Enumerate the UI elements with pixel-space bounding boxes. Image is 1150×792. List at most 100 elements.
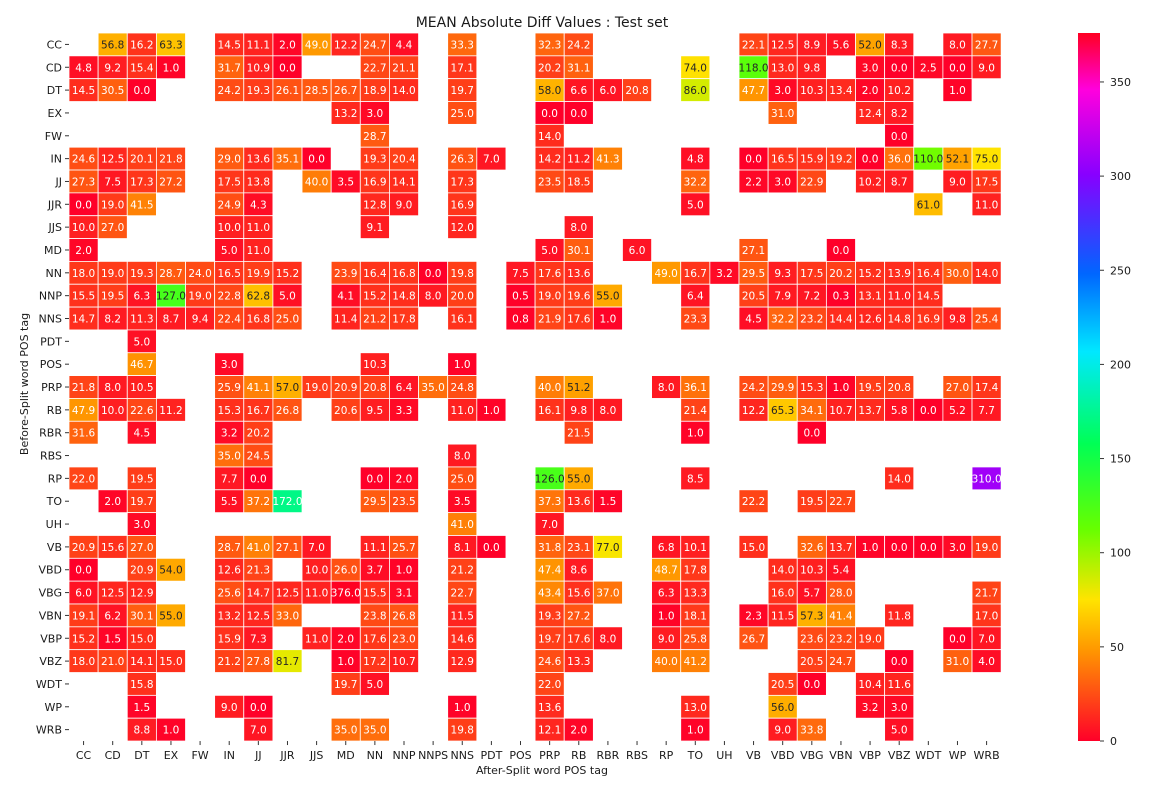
cell-value-label: 19.3 — [130, 268, 153, 280]
cell-value-label: 16.8 — [247, 314, 270, 326]
heatmap-cell — [389, 398, 419, 422]
x-axis-label: After-Split word POS tag — [476, 764, 608, 777]
cell-value-label: 33.8 — [800, 725, 823, 737]
cell-value-label: 15.2 — [276, 268, 299, 280]
cell-value-label: 9.5 — [367, 405, 384, 417]
cell-value-label: 62.8 — [247, 291, 270, 303]
cell-value-label: 13.6 — [538, 702, 562, 714]
cell-value-label: 1.5 — [104, 633, 121, 645]
cell-value-label: 55.0 — [596, 291, 619, 303]
colorbar-tick-label: 200 — [1110, 358, 1131, 371]
cell-value-label: 9.4 — [192, 314, 209, 326]
cell-value-label: 0.0 — [75, 565, 92, 577]
cell-value-label: 19.9 — [247, 268, 270, 280]
cell-value-label: 41.0 — [451, 519, 474, 531]
x-tick-label: IN — [223, 749, 234, 762]
y-tick-label: RBR — [39, 427, 62, 440]
cell-value-label: 19.0 — [975, 542, 998, 554]
cell-value-label: 15.4 — [130, 62, 154, 74]
cell-value-label: 40.0 — [305, 176, 328, 188]
x-tick-label: JJ — [254, 749, 262, 762]
cell-value-label: 22.7 — [829, 496, 852, 508]
cell-value-label: 13.6 — [247, 154, 271, 166]
colorbar-tick-label: 50 — [1110, 641, 1124, 654]
cell-value-label: 376.0 — [331, 588, 361, 600]
cell-value-label: 11.6 — [888, 679, 912, 691]
cell-value-label: 15.0 — [159, 656, 182, 668]
y-tick-label: RBS — [40, 450, 62, 463]
cell-value-label: 57.3 — [800, 610, 823, 622]
y-tick-label: NNS — [39, 313, 62, 326]
cell-value-label: 13.2 — [218, 610, 241, 622]
cell-value-label: 7.0 — [483, 154, 500, 166]
cell-value-label: 14.7 — [72, 314, 95, 326]
x-tick-label: PDT — [480, 749, 502, 762]
heatmap-cell — [447, 215, 478, 239]
cell-value-label: 9.0 — [658, 633, 675, 645]
cell-value-label: 12.5 — [101, 154, 124, 166]
cell-value-label: 27.2 — [567, 610, 590, 622]
heatmap-cell — [592, 398, 623, 422]
cell-value-label: 8.6 — [570, 565, 587, 577]
cell-value-label: 26.0 — [334, 565, 357, 577]
heatmap-cell — [592, 535, 623, 559]
cell-value-label: 49.0 — [305, 39, 328, 51]
y-tick-label: IN — [51, 153, 62, 166]
heatmap-cell — [126, 192, 157, 217]
cell-value-label: 16.1 — [538, 405, 561, 417]
cell-value-label: 14.1 — [392, 176, 415, 188]
cell-value-label: 7.7 — [221, 473, 238, 485]
cell-value-label: 0.0 — [570, 108, 587, 120]
heatmap-cell — [971, 466, 1002, 491]
cell-value-label: 0.0 — [891, 542, 908, 554]
cell-value-label: 24.2 — [567, 39, 590, 51]
cell-value-label: 15.0 — [742, 542, 765, 554]
cell-value-label: 19.0 — [188, 291, 211, 303]
cell-value-label: 15.6 — [101, 542, 125, 554]
x-tick-label: WP — [949, 749, 967, 762]
heatmap-cell — [447, 306, 478, 331]
cell-value-label: 21.8 — [72, 382, 95, 394]
cell-value-label: 18.5 — [567, 176, 590, 188]
cell-value-label: 19.3 — [363, 154, 386, 166]
x-tick-label: NNPS — [418, 749, 448, 762]
cell-value-label: 15.3 — [218, 405, 241, 417]
x-tick-label: TO — [687, 749, 704, 762]
cell-value-label: 8.0 — [658, 382, 675, 394]
cell-value-label: 47.9 — [72, 405, 95, 417]
colorbar — [1078, 33, 1100, 741]
colorbar-tick-label: 100 — [1110, 547, 1131, 560]
colorbar-tick-label: 350 — [1110, 76, 1131, 89]
cell-value-label: 3.0 — [949, 542, 966, 554]
cell-value-label: 28.0 — [829, 588, 852, 600]
cell-value-label: 9.8 — [949, 314, 966, 326]
cell-value-label: 17.5 — [800, 268, 823, 280]
y-tick-label: CC — [47, 38, 63, 51]
x-tick-label: NN — [367, 749, 383, 762]
cell-value-label: 5.0 — [891, 725, 908, 737]
cell-value-label: 28.7 — [159, 268, 182, 280]
cell-value-label: 21.4 — [684, 405, 708, 417]
cell-value-label: 23.5 — [392, 496, 415, 508]
cell-value-label: 27.3 — [72, 176, 95, 188]
cell-value-label: 24.7 — [363, 39, 386, 51]
cell-value-label: 0.0 — [949, 62, 966, 74]
cell-value-label: 31.0 — [946, 656, 969, 668]
x-tick-label: CD — [105, 749, 121, 762]
cell-value-label: 19.6 — [567, 291, 591, 303]
cell-value-label: 13.1 — [858, 291, 881, 303]
cell-value-label: 20.5 — [742, 291, 765, 303]
cell-value-label: 4.5 — [133, 428, 150, 440]
cell-value-label: 75.0 — [975, 154, 998, 166]
heatmap-cell — [272, 398, 303, 422]
y-tick-label: VBN — [39, 609, 62, 622]
cell-value-label: 37.0 — [596, 588, 619, 600]
y-tick-label: WDT — [36, 678, 62, 691]
y-tick-label: TO — [46, 495, 63, 508]
cell-value-label: 12.4 — [858, 108, 882, 120]
cell-value-label: 18.0 — [72, 656, 95, 668]
cell-value-label: 16.7 — [684, 268, 707, 280]
cell-value-label: 22.1 — [742, 39, 765, 51]
cell-value-label: 19.5 — [858, 382, 881, 394]
cell-value-label: 65.3 — [771, 405, 794, 417]
